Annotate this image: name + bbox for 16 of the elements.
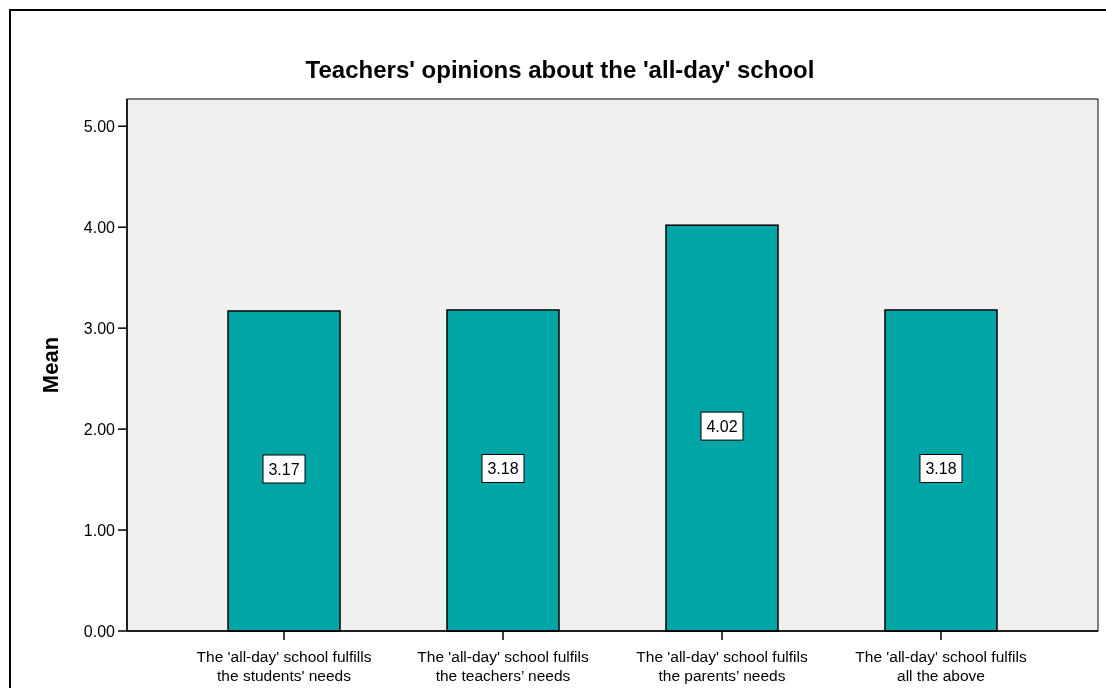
- y-tick-label: 2.00: [83, 420, 116, 438]
- y-tick-label: 4.00: [83, 218, 116, 236]
- data-label: 4.02: [706, 418, 738, 436]
- x-tick-label: The 'all-day' school fulfils all the above: [855, 648, 1027, 684]
- y-tick-label: 5.00: [83, 117, 116, 135]
- x-tick-label: The 'all-day' school fulfils the teachers’ needs: [417, 648, 589, 684]
- data-label: 3.18: [925, 460, 957, 478]
- chart-title: Teachers' opinions about the 'all-day' school: [305, 56, 815, 83]
- y-axis-title: Mean: [38, 336, 63, 394]
- x-tick-label: The 'all-day' school fulfils the parents’ needs: [636, 648, 808, 684]
- x-tick-label: The 'all-day' school fulfills the students' needs: [196, 648, 372, 684]
- y-tick-label: 1.00: [83, 521, 116, 539]
- y-tick-label: 0.00: [83, 622, 116, 640]
- data-label: 3.17: [268, 461, 300, 478]
- y-tick-label: 3.00: [83, 319, 116, 337]
- data-label: 3.18: [487, 460, 519, 478]
